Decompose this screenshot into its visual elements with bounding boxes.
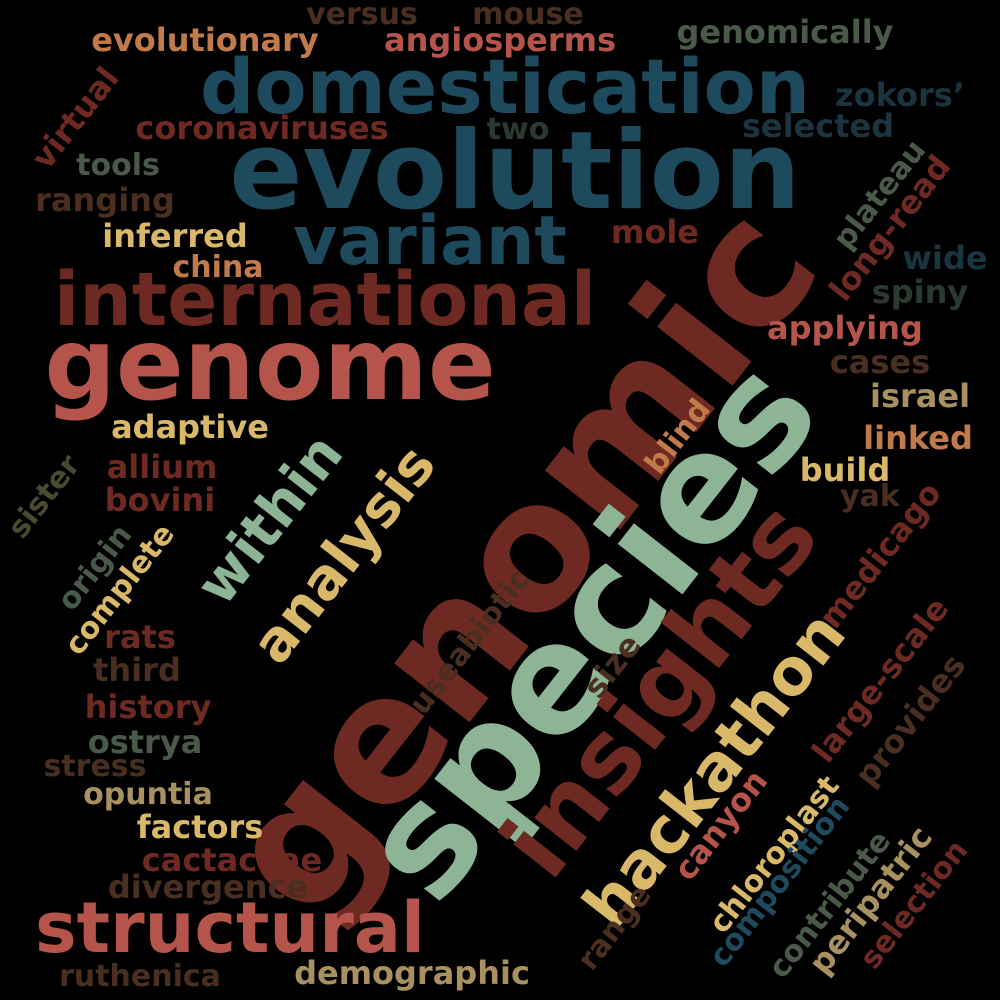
word-divergence: divergence [107, 868, 309, 906]
word-domestication: domestication [199, 42, 810, 131]
word-israel: israel [869, 377, 971, 415]
word-two: two [486, 112, 550, 147]
word-ruthenica: ruthenica [59, 959, 221, 994]
word-genomically: genomically [676, 13, 894, 51]
word-adaptive: adaptive [111, 408, 269, 446]
word-mole: mole [611, 213, 699, 251]
word-sister: sister [1, 448, 88, 546]
word-ranging: ranging [35, 181, 175, 219]
word-factors: factors [136, 808, 264, 846]
word-build: build [799, 451, 891, 489]
word-opuntia: opuntia [83, 777, 213, 812]
word-tools: tools [76, 148, 160, 183]
word-ostrya: ostrya [87, 723, 203, 761]
word-cases: cases [829, 343, 931, 381]
word-wide: wide [902, 239, 988, 277]
word-applying: applying [767, 309, 923, 347]
word-rats: rats [104, 618, 176, 656]
word-spiny: spiny [871, 273, 969, 311]
word-yak: yak [840, 479, 900, 514]
word-bovini: bovini [104, 481, 216, 519]
word-linked: linked [863, 419, 973, 457]
word-selected: selected [741, 107, 895, 145]
word-international: international [53, 257, 597, 343]
word-history: history [84, 688, 212, 726]
word-variant: variant [293, 202, 567, 281]
word-evolutionary: evolutionary [91, 21, 319, 59]
word-structural: structural [34, 887, 426, 969]
word-inferred: inferred [102, 217, 248, 255]
word-versus: versus [306, 0, 418, 32]
word-china: china [172, 250, 264, 285]
word-zokors: zokors’ [835, 76, 965, 114]
word-demographic: demographic [294, 954, 530, 992]
word-genome: genome [44, 306, 496, 423]
word-stress: stress [43, 749, 147, 784]
word-coronaviruses: coronaviruses [135, 109, 389, 147]
word-third: third [93, 651, 181, 689]
word-evolution: evolution [229, 109, 801, 234]
word-cactaceae: cactaceae [141, 841, 323, 879]
word-mouse: mouse [472, 0, 584, 32]
word-angiosperms: angiosperms [383, 21, 617, 59]
word-allium: allium [106, 448, 218, 486]
